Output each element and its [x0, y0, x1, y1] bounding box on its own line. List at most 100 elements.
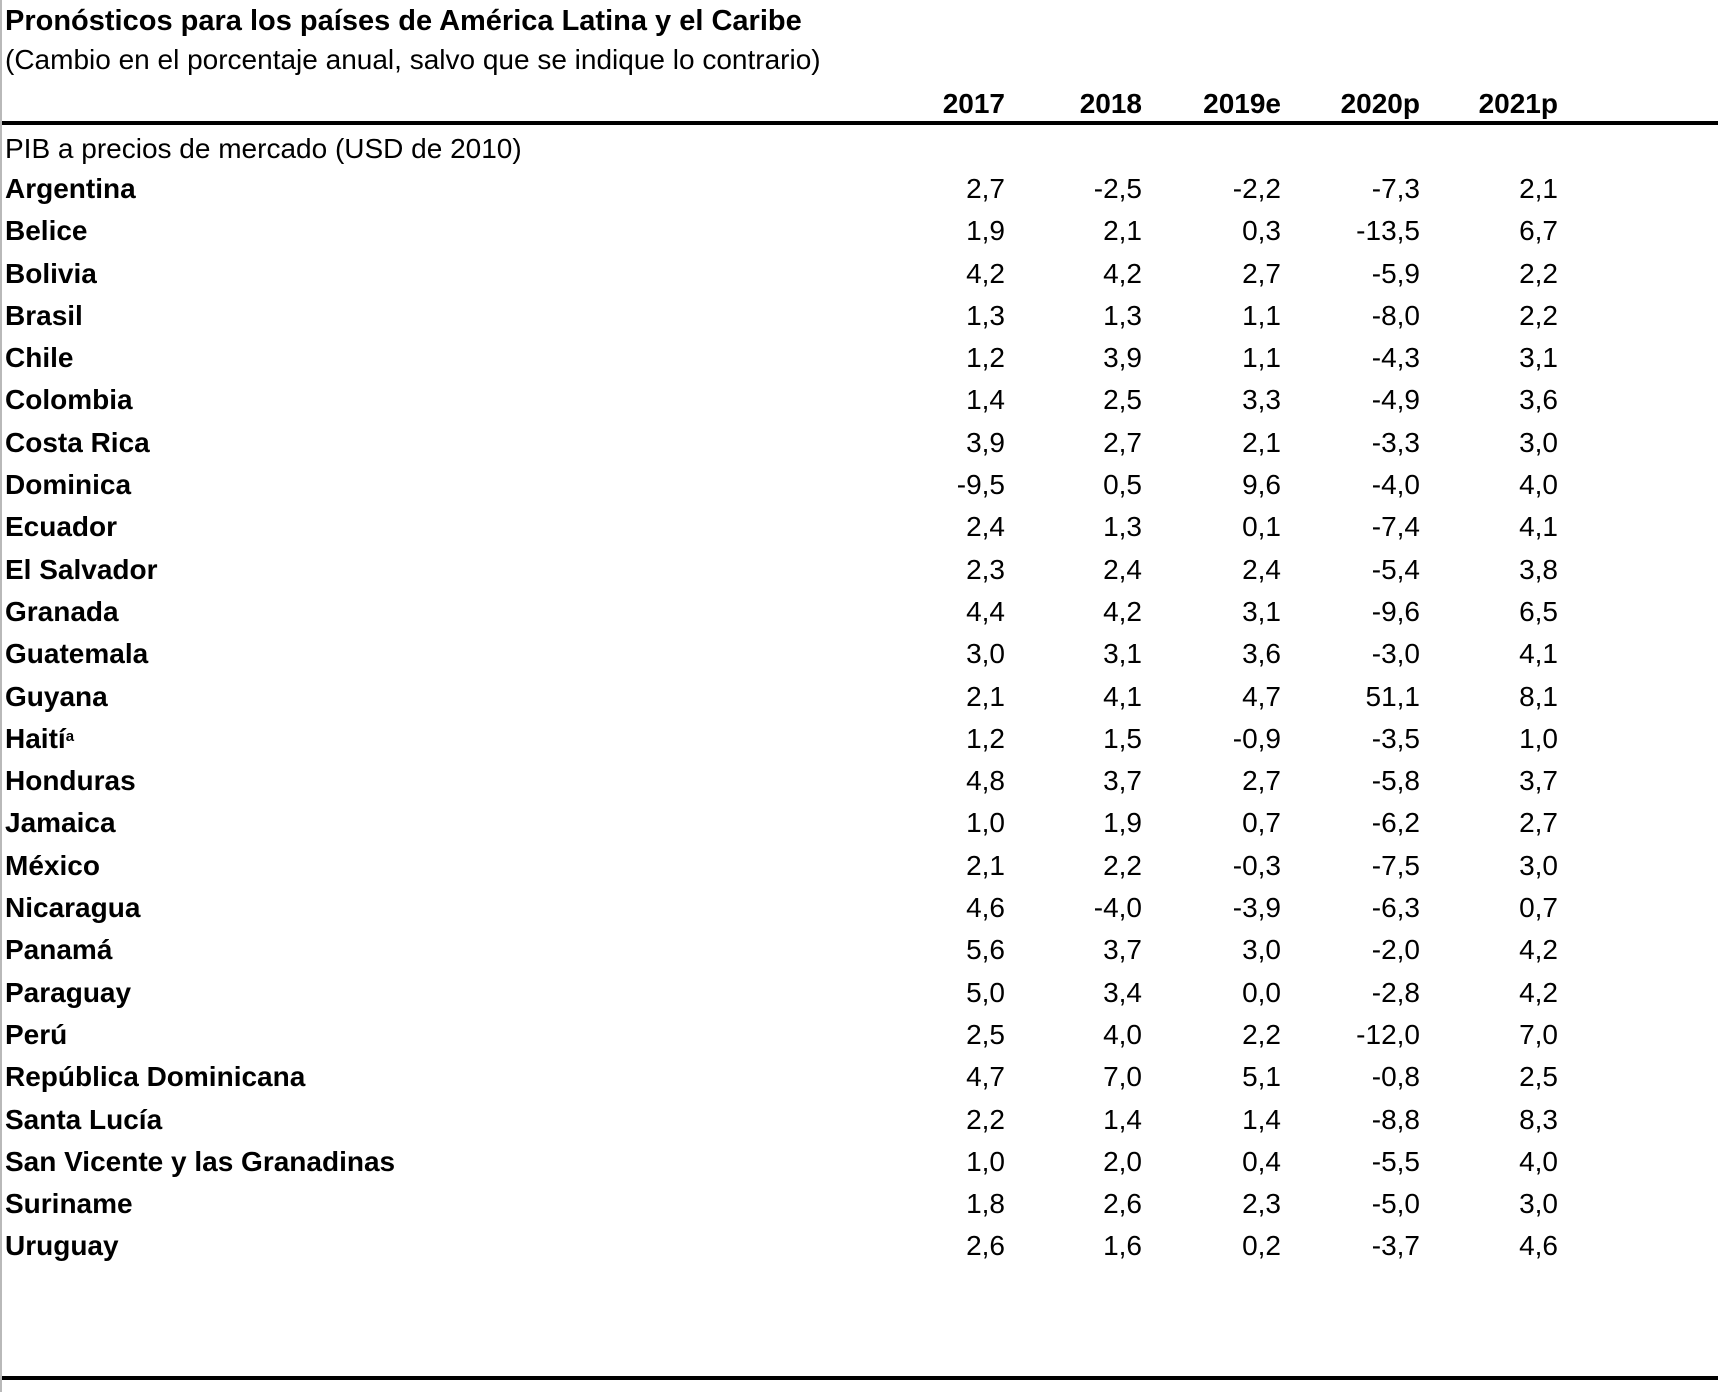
- country-name: Honduras: [5, 765, 136, 797]
- cell-2021p: 3,0: [1519, 1188, 1558, 1220]
- country-name: San Vicente y las Granadinas: [5, 1145, 396, 1177]
- column-header-2018: 2018: [1079, 88, 1142, 119]
- cell-2020p: -5,0: [1371, 1188, 1420, 1220]
- table-row: Brasil 1,3 1,3 1,1 -8,0 2,2: [0, 295, 1718, 337]
- cell-2017: 1,3: [966, 299, 1005, 331]
- cell-2021p: 6,5: [1519, 595, 1558, 627]
- cell-2018: 1,9: [1103, 807, 1142, 839]
- country-label: México: [5, 845, 100, 887]
- cell-2021p: 4,0: [1519, 469, 1558, 501]
- cell-2019e: -3,9: [1232, 892, 1281, 924]
- cell-2019e: 3,0: [1242, 934, 1281, 966]
- cell-2018: 1,3: [1103, 511, 1142, 543]
- cell-2020p: -8,8: [1371, 1103, 1420, 1135]
- table-row: México 2,1 2,2 -0,3 -7,5 3,0: [0, 845, 1718, 887]
- country-label: Belice: [5, 210, 88, 252]
- cell-2018: 3,4: [1103, 976, 1142, 1008]
- table-subtitle: (Cambio en el porcentaje anual, salvo qu…: [5, 44, 821, 75]
- cell-2018: 1,4: [1103, 1103, 1142, 1135]
- cell-2020p: 51,1: [1365, 680, 1421, 712]
- cell-2021p: 4,2: [1519, 934, 1558, 966]
- cell-2021p: 4,2: [1519, 976, 1558, 1008]
- cell-2017: 5,6: [966, 934, 1005, 966]
- cell-2021p: 0,7: [1519, 892, 1558, 924]
- cell-2021p: 3,0: [1519, 849, 1558, 881]
- cell-2018: 0,5: [1103, 469, 1142, 501]
- cell-2020p: -7,3: [1371, 173, 1420, 204]
- cell-2019e: 0,1: [1242, 511, 1281, 543]
- cell-2020p: -0,8: [1371, 1061, 1420, 1093]
- cell-2018: 7,0: [1103, 1061, 1142, 1093]
- cell-2018: 4,2: [1103, 595, 1142, 627]
- country-label: Paraguay: [5, 972, 131, 1014]
- table-row: Suriname 1,8 2,6 2,3 -5,0 3,0: [0, 1183, 1718, 1225]
- country-name: Granada: [5, 595, 119, 627]
- cell-2019e: 0,0: [1242, 976, 1281, 1008]
- cell-2019e: 3,3: [1242, 384, 1281, 416]
- country-name: Brasil: [5, 299, 83, 331]
- cell-2017: 4,8: [966, 765, 1005, 797]
- table-bottom-divider: [2, 1376, 1718, 1380]
- cell-2018: -4,0: [1093, 892, 1142, 924]
- cell-2017: 1,8: [966, 1188, 1005, 1220]
- cell-2019e: 0,2: [1242, 1230, 1281, 1262]
- country-name: México: [5, 849, 100, 881]
- cell-2020p: -6,2: [1371, 807, 1420, 839]
- country-name: Uruguay: [5, 1230, 119, 1262]
- table-row: Costa Rica 3,9 2,7 2,1 -3,3 3,0: [0, 422, 1718, 464]
- cell-2019e: 1,1: [1242, 342, 1281, 374]
- cell-2020p: -12,0: [1356, 1018, 1420, 1050]
- table-row: Guyana 2,1 4,1 4,7 51,1 8,1: [0, 676, 1718, 718]
- cell-2020p: -3,7: [1371, 1230, 1420, 1262]
- cell-2018: 2,0: [1103, 1145, 1142, 1177]
- country-label: Guatemala: [5, 633, 148, 675]
- cell-2020p: -2,8: [1371, 976, 1420, 1008]
- column-header-2017: 2017: [942, 88, 1005, 119]
- cell-2017: 2,2: [966, 1103, 1005, 1135]
- cell-2017: 1,2: [966, 342, 1005, 374]
- cell-2019e: 2,7: [1242, 765, 1281, 797]
- cell-2021p: 3,7: [1519, 765, 1558, 797]
- cell-2017: 2,3: [966, 553, 1005, 585]
- table-body: Argentina 2,7 -2,5 -2,2 -7,3 2,1 Belice 1,9 2,1 0…: [0, 168, 1718, 1268]
- cell-2017: 4,4: [966, 595, 1005, 627]
- cell-2021p: 2,1: [1519, 173, 1558, 204]
- cell-2017: 2,7: [966, 173, 1005, 204]
- country-label: Jamaica: [5, 802, 116, 844]
- cell-2017: 4,7: [966, 1061, 1005, 1093]
- country-label: Ecuador: [5, 506, 117, 548]
- cell-2018: 4,1: [1103, 680, 1142, 712]
- cell-2018: 2,6: [1103, 1188, 1142, 1220]
- cell-2021p: 8,1: [1519, 680, 1558, 712]
- cell-2018: 1,3: [1103, 299, 1142, 331]
- cell-2017: 4,6: [966, 892, 1005, 924]
- table-row: San Vicente y las Granadinas 1,0 2,0 0,4 -5,…: [0, 1141, 1718, 1183]
- cell-2017: 1,0: [966, 807, 1005, 839]
- table-row: Uruguay 2,6 1,6 0,2 -3,7 4,6: [0, 1225, 1718, 1267]
- cell-2017: 1,4: [966, 384, 1005, 416]
- section-label: PIB a precios de mercado (USD de 2010): [5, 133, 522, 164]
- cell-2019e: 0,4: [1242, 1145, 1281, 1177]
- country-name: Chile: [5, 342, 74, 374]
- cell-2021p: 8,3: [1519, 1103, 1558, 1135]
- cell-2020p: -3,5: [1371, 722, 1420, 754]
- cell-2018: 3,1: [1103, 638, 1142, 670]
- country-name: El Salvador: [5, 553, 158, 585]
- table-row: Guatemala 3,0 3,1 3,6 -3,0 4,1: [0, 633, 1718, 675]
- country-label: Santa Lucía: [5, 1099, 162, 1141]
- country-name: Guatemala: [5, 638, 149, 670]
- cell-2020p: -7,4: [1371, 511, 1420, 543]
- table-row: Santa Lucía 2,2 1,4 1,4 -8,8 8,3: [0, 1099, 1718, 1141]
- cell-2018: 4,2: [1103, 257, 1142, 289]
- table-row: Bolivia 4,2 4,2 2,7 -5,9 2,2: [0, 253, 1718, 295]
- table-row: Belice 1,9 2,1 0,3 -13,5 6,7: [0, 210, 1718, 252]
- table-row: República Dominicana 4,7 7,0 5,1 -0,8 2,5: [0, 1056, 1718, 1098]
- country-label: Argentina: [5, 168, 136, 210]
- column-header-2019e: 2019e: [1203, 88, 1281, 119]
- cell-2018: 2,4: [1103, 553, 1142, 585]
- country-label: Perú: [5, 1014, 67, 1056]
- cell-2020p: -8,0: [1371, 299, 1420, 331]
- country-name: Santa Lucía: [5, 1103, 163, 1135]
- cell-2019e: 5,1: [1242, 1061, 1281, 1093]
- cell-2020p: -4,9: [1371, 384, 1420, 416]
